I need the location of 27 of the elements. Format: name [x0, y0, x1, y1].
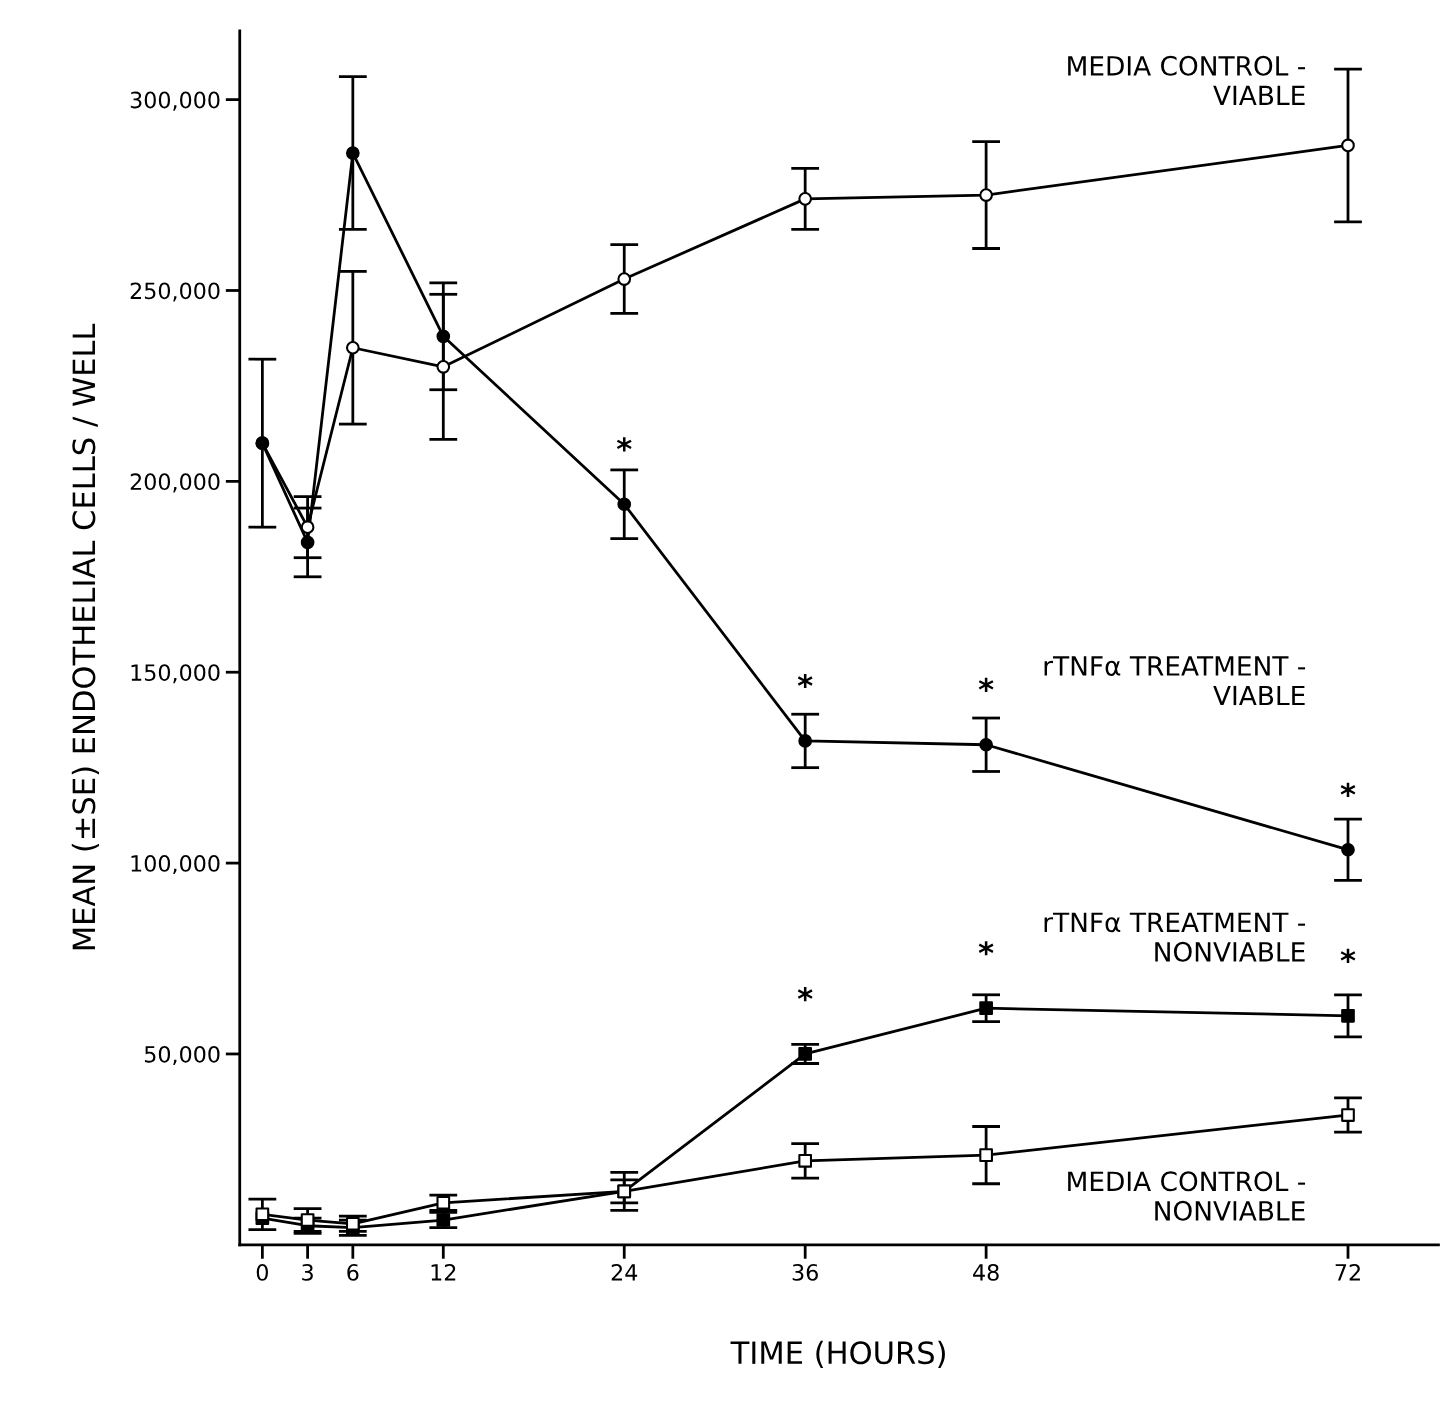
- series-label: MEDIA CONTROL - VIABLE: [1068, 55, 1306, 105]
- y-tick-label: 50,000: [144, 1045, 220, 1065]
- x-tick-label: 24: [611, 1263, 638, 1281]
- annotation: *: [1340, 782, 1356, 797]
- series-label: MEDIA CONTROL - NONVIABLE: [1068, 1171, 1306, 1221]
- x-tick-label: 48: [973, 1263, 999, 1281]
- annotation: *: [616, 437, 632, 452]
- y-tick-label: 100,000: [131, 855, 220, 875]
- x-tick-label: 12: [431, 1263, 456, 1281]
- annotation: *: [1340, 948, 1356, 963]
- x-tick-label: 36: [792, 1263, 818, 1281]
- x-axis-title: TIME (HOURS): [730, 1340, 945, 1368]
- y-tick-label: 250,000: [130, 282, 220, 302]
- annotation: *: [978, 677, 994, 692]
- annotation: *: [978, 941, 994, 956]
- annotation: *: [797, 673, 813, 689]
- y-axis-title: MEAN (±SE) ENDOTHELIAL CELLS / WELL: [71, 323, 99, 950]
- annotation: *: [797, 986, 813, 1002]
- x-tick-label: 3: [302, 1263, 313, 1281]
- y-tick-label: 200,000: [130, 473, 220, 493]
- x-tick-label: 72: [1335, 1263, 1360, 1281]
- x-tick-label: 0: [256, 1263, 268, 1281]
- series-label: rTNFα TREATMENT - NONVIABLE: [1044, 912, 1306, 962]
- y-tick-label: 300,000: [130, 91, 220, 111]
- x-tick-label: 6: [347, 1263, 359, 1281]
- text: rTNFα TREATMENT - VIABLE: [1044, 656, 1306, 706]
- y-tick-label: 150,000: [131, 664, 220, 684]
